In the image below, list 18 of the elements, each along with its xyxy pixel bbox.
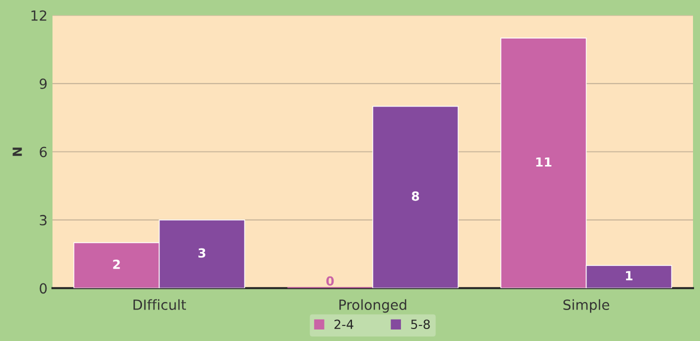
legend-label: 2-4 (334, 320, 354, 329)
y-tick-label: 12 (31, 10, 46, 21)
x-tick-label: DIfficult (134, 299, 186, 310)
data-label: 3 (198, 248, 206, 258)
y-axis-title: N (12, 148, 22, 156)
y-tick-label: 9 (40, 78, 47, 90)
data-label: 2 (113, 260, 120, 269)
y-tick-label: 6 (40, 146, 47, 158)
data-label: 11 (536, 157, 552, 167)
y-tick-label: 0 (40, 283, 47, 294)
legend-label: 5-8 (411, 320, 430, 330)
data-label: 0 (326, 276, 334, 286)
data-label: 1 (626, 271, 632, 280)
data-label: 8 (412, 191, 420, 201)
bar (372, 106, 459, 288)
y-tick-label: 3 (40, 214, 47, 226)
x-tick-label: Prolonged (339, 299, 406, 313)
x-tick-label: Simple (563, 299, 610, 313)
